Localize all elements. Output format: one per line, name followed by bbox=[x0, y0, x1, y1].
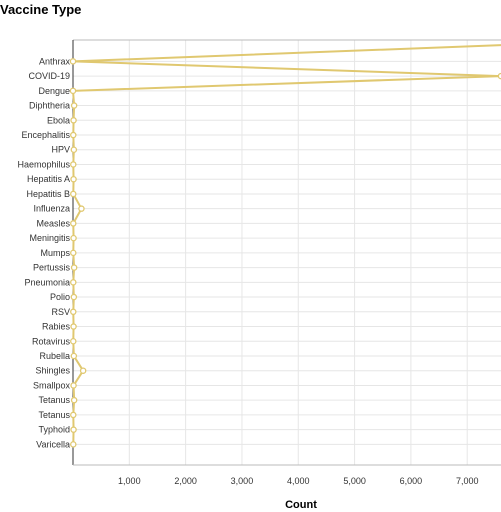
x-tick-label: 3,000 bbox=[231, 476, 254, 486]
x-tick-label: 6,000 bbox=[400, 476, 423, 486]
y-tick-label: Ebola bbox=[47, 115, 70, 125]
data-point bbox=[70, 190, 77, 198]
y-tick-label: Tetanus bbox=[38, 395, 70, 405]
data-point bbox=[69, 87, 77, 95]
y-tick-label: Anthrax bbox=[39, 56, 71, 66]
data-point bbox=[78, 205, 85, 212]
y-tick-label: Typhoid bbox=[38, 425, 70, 435]
data-point bbox=[70, 161, 77, 168]
y-tick-label: Meningitis bbox=[29, 233, 70, 243]
data-point bbox=[70, 382, 77, 389]
y-tick-label: Varicella bbox=[36, 439, 70, 449]
data-point bbox=[70, 441, 77, 448]
data-point bbox=[79, 367, 87, 374]
data-point bbox=[70, 146, 78, 153]
y-tick-label: Hepatitis B bbox=[26, 189, 70, 199]
x-tick-label: 1,000 bbox=[118, 476, 141, 486]
y-tick-label: Rubella bbox=[39, 351, 70, 361]
x-tick-label: 7,000 bbox=[456, 476, 479, 486]
y-tick-label: Polio bbox=[50, 292, 70, 302]
y-tick-label: COVID-19 bbox=[28, 71, 70, 81]
x-tick-label: 4,000 bbox=[287, 476, 310, 486]
x-axis-title: Count bbox=[285, 499, 317, 511]
y-tick-label: Diphtheria bbox=[29, 101, 70, 111]
y-tick-label: Pneumonia bbox=[24, 277, 70, 287]
data-point bbox=[70, 279, 77, 286]
y-tick-label: Tetanus bbox=[38, 410, 70, 420]
data-point bbox=[70, 102, 78, 109]
data-point bbox=[70, 117, 77, 124]
data-point bbox=[70, 293, 78, 301]
series-line bbox=[72, 44, 501, 445]
y-tick-label: Smallpox bbox=[33, 380, 71, 390]
y-tick-label: Rabies bbox=[42, 322, 71, 332]
x-tick-label: 2,000 bbox=[174, 476, 197, 486]
data-point bbox=[70, 131, 77, 139]
y-tick-label: Pertussis bbox=[33, 263, 71, 273]
y-tick-label: Shingles bbox=[35, 366, 70, 376]
y-tick-label: Hepatitis A bbox=[27, 174, 70, 184]
data-point bbox=[69, 58, 77, 65]
y-tick-label: Rotavirus bbox=[32, 336, 71, 346]
y-tick-label: Influenza bbox=[33, 204, 70, 214]
data-point bbox=[70, 411, 77, 419]
data-point bbox=[70, 396, 78, 404]
y-tick-label: Dengue bbox=[38, 86, 70, 96]
data-point bbox=[70, 426, 77, 433]
y-tick-label: HPV bbox=[51, 145, 70, 155]
data-point bbox=[70, 323, 77, 330]
data-point bbox=[70, 308, 77, 316]
data-point bbox=[70, 234, 77, 242]
data-point bbox=[70, 338, 77, 345]
x-tick-label: 5,000 bbox=[343, 476, 366, 486]
data-point bbox=[70, 249, 77, 257]
y-tick-label: Mumps bbox=[40, 248, 70, 258]
y-tick-label: Haemophilus bbox=[17, 159, 70, 169]
chart-title: Vaccine Type bbox=[0, 2, 82, 17]
data-point bbox=[70, 352, 78, 360]
data-point bbox=[70, 264, 78, 271]
y-tick-label: Encephalitis bbox=[21, 130, 70, 140]
y-tick-label: RSV bbox=[51, 307, 70, 317]
data-point bbox=[70, 220, 77, 227]
y-tick-label: Measles bbox=[36, 218, 70, 228]
data-point bbox=[70, 175, 77, 183]
